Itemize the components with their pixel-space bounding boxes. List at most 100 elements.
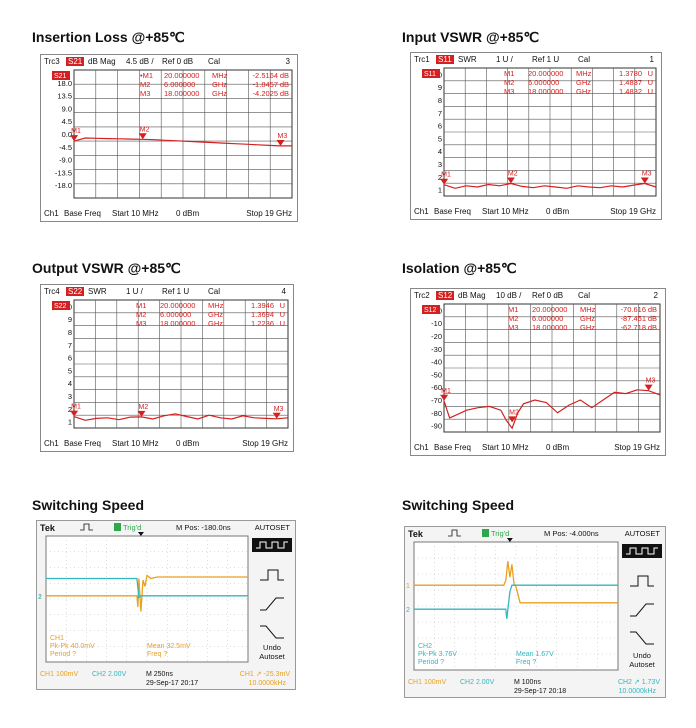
vna-trace-tag-label: S12 <box>424 307 437 314</box>
vna-ytick-label: 9 <box>68 315 72 324</box>
scope-autoset-side-label[interactable]: Autoset <box>259 652 285 661</box>
vna-ytick-label: 2 <box>68 405 72 414</box>
insertion-loss-chart: Trc3 S21 dB Mag 4.5 dB / Ref 0 dB Cal 3 18.0 13.… <box>40 54 298 222</box>
vna-ytick-label: -90 <box>431 422 442 431</box>
vna-marker-value: -2.5164 <box>253 71 278 80</box>
vna-marker-label: M3 <box>274 406 284 413</box>
vna-ref-label: Ref 1 U <box>532 55 559 64</box>
scope-ch2-scale: CH2 2.00V <box>460 679 495 686</box>
vna-footer-ch: Ch1 <box>44 439 59 448</box>
scope-trigger-pos-icon <box>137 532 144 536</box>
vna-ytick-label: 9 <box>438 83 442 92</box>
vna-ytick-label: -13.5 <box>55 168 72 177</box>
vna-footer-base: Base Freq <box>64 439 101 448</box>
vna-marker-vunit: dB <box>280 89 289 98</box>
vna-ytick-label: -80 <box>431 409 442 418</box>
vna-marker-value: 1.4837 <box>619 78 642 87</box>
vna-marker-vunit: U <box>280 319 285 328</box>
vna-marker-triangle <box>440 394 449 401</box>
vna-trace-label: Trc1 <box>414 55 430 64</box>
pulse-icon[interactable] <box>260 569 284 581</box>
scope-autoset-side-label[interactable]: Autoset <box>629 660 655 669</box>
output-vswr-title: Output VSWR @+85℃ <box>32 260 181 276</box>
vna-ytick-label: 7 <box>438 109 442 118</box>
vna-marker-freq: 6.000000 <box>164 80 195 89</box>
vna-ytick-label: -4.5 <box>59 143 72 152</box>
vna-ytick-label: 1 <box>68 418 72 427</box>
scope-trace-line <box>46 577 248 599</box>
scope-meas-ch: CH1 <box>50 635 64 642</box>
scope-ch2-scale: CH2 2.00V <box>92 671 127 678</box>
vna-marker-unit: GHz <box>580 323 595 332</box>
falling-edge-icon[interactable] <box>630 631 654 645</box>
vna-ref-label: Ref 0 dB <box>162 57 193 66</box>
vna-marker-value: -70.616 <box>621 305 646 314</box>
vna-marker-name: M3 <box>136 319 146 328</box>
vna-marker-value: 1.4832 <box>619 87 642 96</box>
vna-marker-name: M3 <box>508 323 518 332</box>
vna-footer-start: Start 10 MHz <box>112 439 159 448</box>
vna-cal-label: Cal <box>578 55 590 64</box>
vna-marker-label: M2 <box>139 404 149 411</box>
vna-marker-name: M2 <box>504 78 514 87</box>
vna-ytick-label: -60 <box>431 383 442 392</box>
pulse-icon[interactable] <box>630 575 654 587</box>
vna-marker-freq: 18.000000 <box>532 323 567 332</box>
vna-trace-label: Trc2 <box>414 291 430 300</box>
vna-marker-value: -62.718 <box>621 323 646 332</box>
vna-marker-unit: MHz <box>212 71 228 80</box>
scope-undo-label[interactable]: Undo <box>263 643 281 652</box>
vna-trace-tag <box>422 305 440 314</box>
vna-param-label: S11 <box>438 55 452 64</box>
scope-undo-label[interactable]: Undo <box>633 651 651 660</box>
scope-trig-indicator <box>114 523 121 531</box>
scope-meas-period: Period ? <box>50 651 76 658</box>
vna-cal-label: Cal <box>208 287 220 296</box>
vna-marker-triangle <box>276 139 285 146</box>
rising-edge-icon[interactable] <box>630 603 654 617</box>
vna-ytick-label: 13.5 <box>57 92 72 101</box>
vna-footer-power: 0 dBm <box>546 443 569 452</box>
vna-ytick-label: -18.0 <box>55 181 72 190</box>
vna-marker-vunit: U <box>648 78 653 87</box>
vna-scale-label: 4.5 dB / <box>126 57 154 66</box>
vna-marker-vunit: U <box>280 310 285 319</box>
scope-trace-line <box>46 574 248 612</box>
vna-marker-name: M2 <box>508 314 518 323</box>
vna-marker-vunit: U <box>280 301 285 310</box>
vna-trace-tag-label: S22 <box>54 303 67 310</box>
vna-marker-name: M1 <box>504 69 514 78</box>
vna-marker-triangle <box>644 384 653 391</box>
scope-trigger-level: CH1 ↗ -25.3mV <box>240 671 291 678</box>
vna-marker-name: M2 <box>136 310 146 319</box>
vna-ytick-label: 3 <box>438 160 442 169</box>
vna-marker-unit: GHz <box>208 310 223 319</box>
vna-marker-freq: 18.000000 <box>528 87 563 96</box>
vna-param-label: S21 <box>68 57 83 66</box>
vna-param-badge <box>66 287 84 296</box>
falling-edge-icon[interactable] <box>260 625 284 639</box>
rising-edge-icon[interactable] <box>260 597 284 611</box>
vna-marker-freq: 6.000000 <box>532 314 563 323</box>
vna-format-label: dB Mag <box>88 57 116 66</box>
vna-marker-triangle <box>440 178 449 185</box>
vna-ytick-label: -30 <box>431 345 442 354</box>
vna-marker-triangle <box>70 410 79 417</box>
vna-marker-triangle <box>508 416 517 423</box>
scope-trig-indicator <box>482 529 489 537</box>
vna-marker-freq: 20.000000 <box>532 305 567 314</box>
vna-ytick-label: -70 <box>431 396 442 405</box>
scope-ch1-scale: CH1 100mV <box>408 679 446 686</box>
vna-footer-power: 0 dBm <box>176 209 199 218</box>
vna-marker-vunit: dB <box>648 314 657 323</box>
vna-footer-stop: Stop 19 GHz <box>242 439 288 448</box>
vna-trace-tag <box>52 301 70 310</box>
vna-marker-name: M1 <box>508 305 518 314</box>
vna-ytick-label: 7 <box>68 341 72 350</box>
vna-scale-label: 10 dB / <box>496 291 522 300</box>
scope-meas-mean: Mean 1.67V <box>516 651 554 658</box>
switching-speed-title-1: Switching Speed <box>32 497 145 513</box>
vna-ytick-label: 9.0 <box>62 104 72 113</box>
vna-marker-label: M3 <box>646 378 656 385</box>
